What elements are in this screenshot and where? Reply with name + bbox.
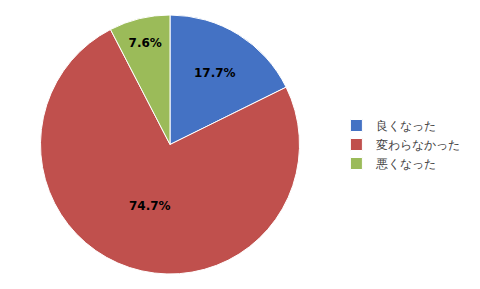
- svg-text:悪くなった: 悪くなった: [375, 157, 436, 171]
- svg-text:74.7%: 74.7%: [129, 199, 171, 213]
- svg-text:良くなった: 良くなった: [376, 119, 436, 133]
- svg-text:変わらなかった: 変わらなかった: [376, 138, 460, 152]
- svg-text:7.6%: 7.6%: [129, 36, 162, 50]
- svg-text:17.7%: 17.7%: [194, 66, 236, 80]
